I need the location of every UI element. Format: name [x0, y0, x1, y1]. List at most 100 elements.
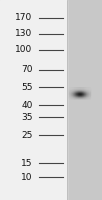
Bar	[89, 93, 90, 94]
Text: 55: 55	[21, 83, 33, 92]
Bar	[72, 96, 73, 97]
Bar	[80, 96, 81, 97]
Bar	[77, 93, 78, 94]
Bar	[70, 93, 71, 94]
Bar	[79, 93, 80, 94]
Bar	[69, 88, 70, 89]
Bar	[87, 94, 88, 95]
Bar	[72, 92, 73, 93]
Bar	[69, 95, 70, 96]
Bar	[73, 88, 74, 89]
Bar	[89, 90, 90, 91]
Bar	[74, 93, 75, 94]
Bar	[70, 92, 71, 93]
Bar	[81, 92, 82, 93]
Bar	[85, 89, 86, 90]
Bar	[81, 91, 82, 92]
Bar	[0, 0, 67, 200]
Bar	[82, 97, 83, 98]
Bar	[87, 96, 88, 97]
Bar	[82, 95, 83, 96]
Bar	[86, 96, 87, 97]
Bar	[78, 97, 79, 98]
Bar	[76, 97, 77, 98]
Bar	[71, 91, 72, 92]
Bar	[84, 97, 85, 98]
Bar	[79, 96, 80, 97]
Bar	[74, 97, 75, 98]
Bar	[82, 92, 83, 93]
Bar	[78, 91, 79, 92]
Bar	[69, 90, 70, 91]
Bar	[73, 96, 74, 97]
Bar	[84, 92, 85, 93]
Bar	[76, 95, 77, 96]
Bar	[75, 96, 76, 97]
Bar	[85, 88, 86, 89]
Bar	[71, 93, 72, 94]
Bar	[86, 92, 87, 93]
Bar	[84, 89, 85, 90]
Bar	[76, 92, 77, 93]
Bar	[81, 89, 82, 90]
Bar	[85, 92, 86, 93]
Text: 15: 15	[21, 158, 33, 168]
Bar	[89, 88, 90, 89]
Bar	[71, 89, 72, 90]
Bar	[77, 97, 78, 98]
Bar	[85, 91, 86, 92]
Bar	[82, 94, 83, 95]
Bar	[80, 89, 81, 90]
Bar	[83, 89, 84, 90]
Bar	[73, 91, 74, 92]
Bar	[82, 90, 83, 91]
Bar	[87, 88, 88, 89]
Text: 70: 70	[21, 66, 33, 74]
Bar	[70, 88, 71, 89]
Bar	[69, 96, 70, 97]
Bar	[74, 96, 75, 97]
Bar	[69, 91, 70, 92]
Bar	[70, 91, 71, 92]
Text: 10: 10	[21, 172, 33, 182]
Bar	[74, 88, 75, 89]
Bar	[78, 93, 79, 94]
Bar	[71, 95, 72, 96]
Bar	[81, 93, 82, 94]
Bar	[89, 94, 90, 95]
Bar	[82, 88, 83, 89]
Bar	[71, 96, 72, 97]
Bar	[74, 90, 75, 91]
Bar	[70, 97, 71, 98]
Text: 100: 100	[15, 46, 33, 54]
Bar	[72, 95, 73, 96]
Bar	[78, 90, 79, 91]
Bar	[75, 88, 76, 89]
Bar	[74, 95, 75, 96]
Bar	[75, 94, 76, 95]
Bar	[81, 97, 82, 98]
Bar	[82, 96, 83, 97]
Bar	[89, 97, 90, 98]
Bar	[74, 89, 75, 90]
Bar	[80, 95, 81, 96]
Bar	[73, 93, 74, 94]
Bar	[75, 92, 76, 93]
Bar	[85, 96, 86, 97]
Bar	[77, 91, 78, 92]
Bar	[79, 92, 80, 93]
Bar	[76, 89, 77, 90]
Bar	[75, 89, 76, 90]
Bar	[88, 88, 89, 89]
Bar	[80, 92, 81, 93]
Bar	[83, 91, 84, 92]
Bar	[69, 97, 70, 98]
Bar	[71, 97, 72, 98]
Bar	[81, 90, 82, 91]
Bar	[88, 93, 89, 94]
Bar	[77, 96, 78, 97]
Bar	[83, 94, 84, 95]
Text: 35: 35	[21, 112, 33, 121]
Text: 25: 25	[21, 130, 33, 140]
Bar	[81, 88, 82, 89]
